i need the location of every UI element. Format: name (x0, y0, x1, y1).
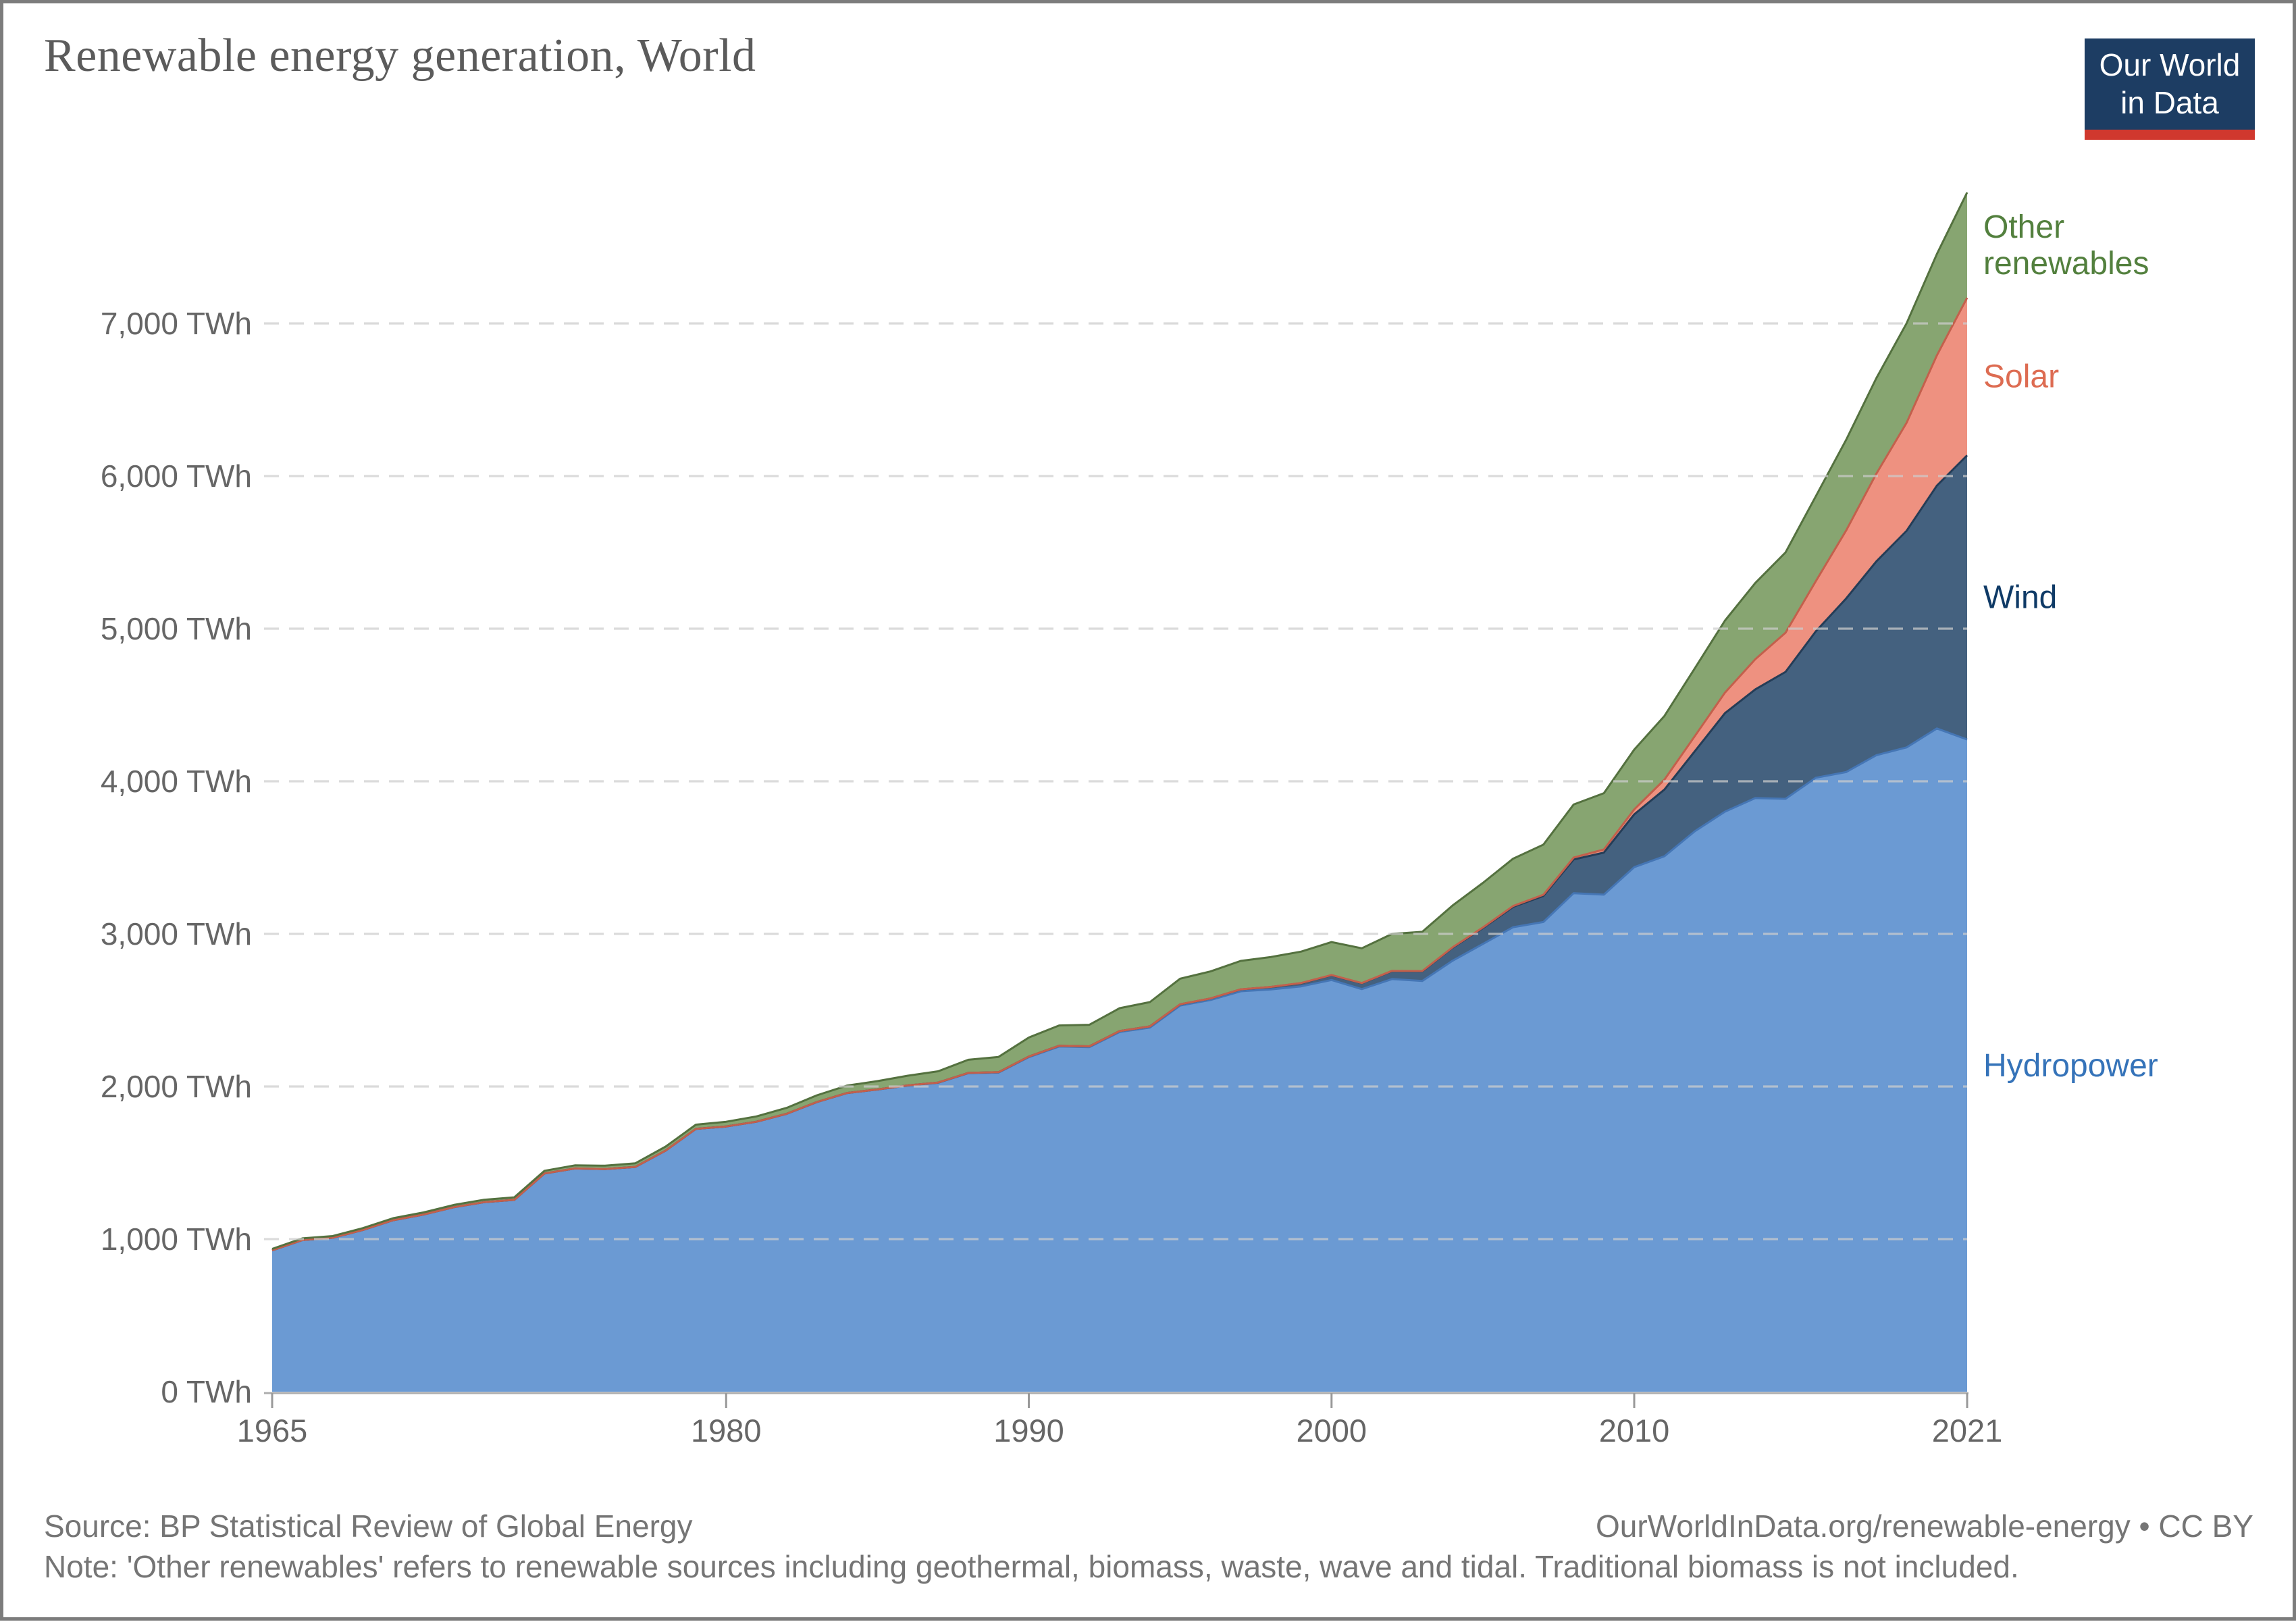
y-tick-label-6000: 6,000 TWh (101, 459, 252, 494)
chart-canvas[interactable]: 0 TWh 1,000 TWh 2,000 TWh 3,000 TWh 4,000 TW… (3, 3, 2296, 1624)
owid-logo-text: Our World in Data (2085, 38, 2255, 130)
x-tick-label-1990: 1990 (993, 1413, 1064, 1448)
attribution-link[interactable]: OurWorldInData.org/renewable-energy • CC… (1595, 1509, 2253, 1544)
gridlines (264, 322, 1967, 1240)
x-tick-label-1980: 1980 (691, 1413, 762, 1448)
x-axis-labels: 1965 1980 1990 2000 2010 2021 (237, 1413, 2003, 1448)
area-borders (271, 192, 1968, 1252)
area-wind[interactable] (272, 455, 1967, 1251)
y-tick-label-3000: 3,000 TWh (101, 916, 252, 951)
page-title: Renewable energy generation, World (44, 30, 756, 82)
legend-label-other-renewables-line2[interactable]: renewables (1983, 246, 2149, 282)
x-axis (264, 1392, 1968, 1408)
legend-label-solar[interactable]: Solar (1983, 359, 2059, 395)
area-hydropower[interactable] (272, 728, 1967, 1392)
y-tick-label-4000: 4,000 TWh (101, 764, 252, 799)
owid-logo-line2: in Data (2120, 84, 2219, 120)
y-tick-label-2000: 2,000 TWh (101, 1069, 252, 1104)
legend-label-wind[interactable]: Wind (1983, 580, 2057, 616)
plot-areas[interactable] (272, 192, 1967, 1392)
x-tick-label-2021: 2021 (1932, 1413, 2003, 1448)
y-tick-label-0: 0 TWh (161, 1374, 252, 1409)
source-text: Source: BP Statistical Review of Global … (44, 1509, 693, 1544)
y-tick-label-7000: 7,000 TWh (101, 306, 252, 341)
y-tick-label-5000: 5,000 TWh (101, 611, 252, 646)
owid-logo-line1: Our World (2099, 47, 2241, 83)
y-axis-labels: 0 TWh 1,000 TWh 2,000 TWh 3,000 TWh 4,000 TW… (101, 306, 252, 1409)
y-tick-label-1000: 1,000 TWh (101, 1222, 252, 1257)
legend-label-other-renewables-line1[interactable]: Other (1983, 209, 2064, 245)
x-tick-label-1965: 1965 (237, 1413, 308, 1448)
border-solar (271, 297, 1968, 1252)
owid-logo[interactable]: Our World in Data (2085, 38, 2255, 140)
chart-footer: Source: BP Statistical Review of Global … (44, 1508, 2253, 1584)
x-tick-label-2000: 2000 (1297, 1413, 1367, 1448)
x-tick-label-2010: 2010 (1599, 1413, 1670, 1448)
border-other-renewables (271, 192, 1968, 1250)
owid-logo-redbar (2085, 130, 2255, 140)
legend-label-hydropower[interactable]: Hydropower (1983, 1048, 2158, 1084)
note-text: Note: 'Other renewables' refers to renew… (44, 1549, 2019, 1584)
